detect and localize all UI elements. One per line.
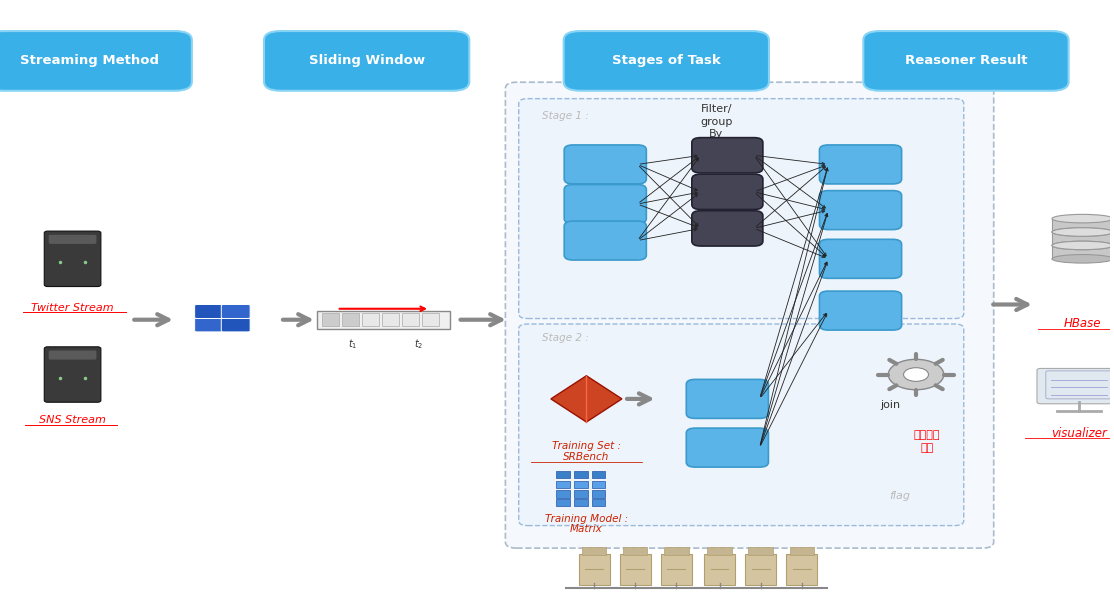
FancyBboxPatch shape [195,304,224,319]
Bar [574,471,587,478]
FancyBboxPatch shape [820,291,901,330]
Text: Reasoner Result: Reasoner Result [905,54,1027,68]
FancyBboxPatch shape [564,185,646,224]
Bar [316,311,450,329]
Bar [578,554,609,585]
Text: Streaming Method: Streaming Method [20,54,158,68]
Bar [749,547,773,555]
Ellipse shape [1052,228,1113,236]
Text: Twitter Stream: Twitter Stream [31,303,114,312]
Bar [786,554,818,585]
Ellipse shape [1052,241,1113,250]
Bar [592,490,605,498]
Text: RDF: RDF [221,341,237,350]
Bar [574,481,587,488]
Text: Sliding Window: Sliding Window [309,54,424,68]
Bar [619,554,651,585]
Text: HBase: HBase [1064,317,1102,331]
Text: SNS Stream: SNS Stream [39,415,106,425]
Circle shape [888,359,944,390]
Circle shape [903,368,928,381]
Bar [661,554,692,585]
FancyBboxPatch shape [686,379,769,418]
FancyBboxPatch shape [692,174,763,209]
FancyBboxPatch shape [264,31,469,91]
Text: Stages of Task: Stages of Task [612,54,721,68]
Ellipse shape [1052,228,1113,236]
FancyBboxPatch shape [686,428,769,467]
Text: Training Model :: Training Model : [545,514,628,524]
Bar [574,490,587,498]
Bar [322,313,339,326]
Text: Stage 1 :: Stage 1 : [543,111,589,121]
Text: Stage 2 :: Stage 2 : [543,333,589,343]
FancyBboxPatch shape [564,145,646,184]
Text: SRBench: SRBench [564,452,609,462]
Bar [402,313,419,326]
Text: Matrix: Matrix [570,524,603,533]
Bar [382,313,399,326]
Bar [422,313,439,326]
Polygon shape [551,376,622,422]
FancyBboxPatch shape [564,31,769,91]
Bar [745,554,776,585]
Ellipse shape [1052,241,1113,250]
FancyBboxPatch shape [45,347,101,402]
FancyBboxPatch shape [519,324,964,526]
FancyBboxPatch shape [49,351,97,359]
Bar [592,481,605,488]
FancyBboxPatch shape [49,235,97,244]
FancyBboxPatch shape [195,318,224,332]
Bar [557,499,569,506]
Bar [557,490,569,498]
Bar [557,481,569,488]
Bar [592,471,605,478]
FancyBboxPatch shape [820,145,901,184]
Text: Training Set :: Training Set : [551,441,620,451]
Bar [623,547,647,555]
Bar [342,313,359,326]
Bar [704,554,735,585]
Bar [707,547,732,555]
Bar [1052,245,1113,259]
Bar [1052,219,1113,232]
FancyBboxPatch shape [692,211,763,246]
Bar [362,313,379,326]
FancyBboxPatch shape [506,82,994,548]
Bar [574,499,587,506]
Text: $t_2$: $t_2$ [414,337,423,351]
FancyBboxPatch shape [45,231,101,287]
Text: 지식탐지
엔지: 지식탐지 엔지 [913,431,940,452]
Bar [664,547,688,555]
Bar [1052,232,1113,245]
FancyBboxPatch shape [820,239,901,278]
FancyBboxPatch shape [222,304,251,319]
Bar [592,499,605,506]
Bar [790,547,814,555]
Text: $t_1$: $t_1$ [348,337,356,351]
Ellipse shape [1052,255,1113,263]
Text: RDF: RDF [221,334,237,342]
FancyBboxPatch shape [564,221,646,260]
Bar [557,471,569,478]
FancyBboxPatch shape [863,31,1068,91]
FancyBboxPatch shape [0,31,192,91]
Text: Filter/
group
By: Filter/ group By [700,104,732,139]
Text: flag: flag [889,491,910,501]
FancyBboxPatch shape [222,318,251,332]
Ellipse shape [1052,214,1113,223]
Bar [582,547,606,555]
FancyBboxPatch shape [692,138,763,173]
FancyBboxPatch shape [1037,368,1114,404]
FancyBboxPatch shape [820,191,901,230]
Text: visualizer: visualizer [1052,427,1107,440]
FancyBboxPatch shape [519,99,964,319]
Text: join: join [880,400,900,410]
